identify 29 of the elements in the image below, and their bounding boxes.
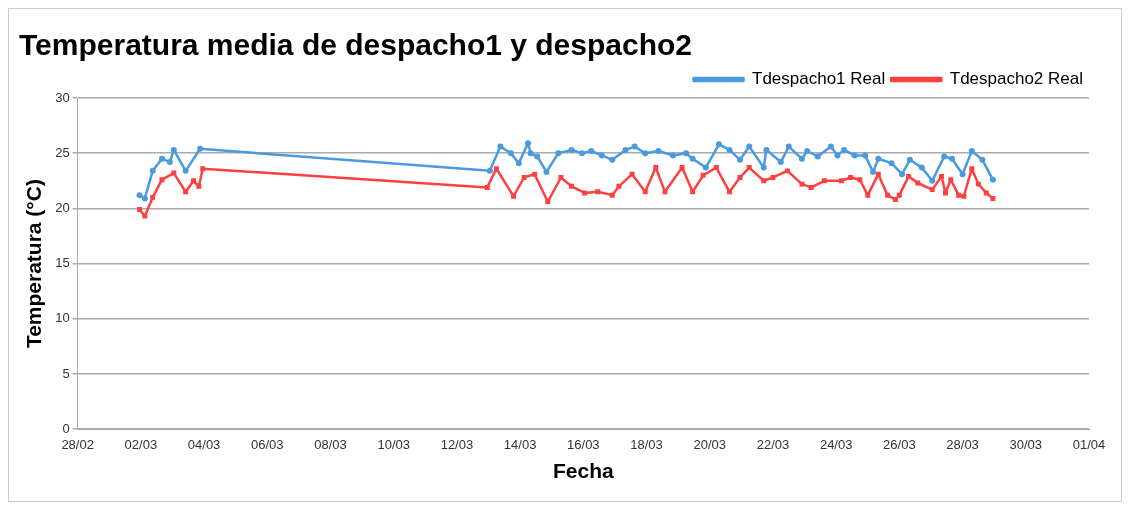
x-tick-label: 14/03: [503, 436, 537, 452]
x-tick-label: 30/03: [1009, 436, 1043, 452]
x-tick-label: 12/03: [440, 436, 474, 452]
y-tick-label: 15: [55, 255, 70, 271]
y-tick-label: 10: [55, 310, 70, 326]
x-tick-label: 28/03: [946, 436, 979, 452]
x-tick-label: 02/03: [124, 436, 158, 452]
y-tick-label: 25: [55, 144, 70, 160]
x-axis-title: Fecha: [552, 459, 614, 483]
y-tick-label: 0: [62, 420, 70, 436]
x-tick-label: 18/03: [630, 436, 663, 452]
chart-title: Temperatura media de despacho1 y despacho2: [19, 28, 693, 62]
y-tick-label: 20: [55, 199, 70, 215]
legend-label: Tdespacho2 Real: [949, 69, 1084, 89]
y-axis-title: Temperatura (°C): [22, 179, 46, 349]
x-tick-label: 10/03: [377, 436, 410, 452]
legend-label: Tdespacho1 Real: [752, 69, 886, 89]
x-tick-label: 16/03: [567, 436, 600, 452]
x-tick-label: 24/03: [819, 436, 853, 452]
x-tick-label: 01/04: [1072, 436, 1106, 452]
x-tick-label: 04/03: [187, 436, 221, 452]
y-tick-label: 30: [55, 89, 70, 105]
y-tick-label: 5: [62, 365, 70, 381]
x-tick-label: 20/03: [693, 436, 727, 452]
x-tick-label: 26/03: [883, 436, 916, 452]
x-tick-label: 06/03: [251, 436, 284, 452]
x-tick-label: 28/02: [61, 436, 94, 452]
x-tick-label: 08/03: [314, 436, 347, 452]
x-tick-label: 22/03: [756, 436, 790, 452]
